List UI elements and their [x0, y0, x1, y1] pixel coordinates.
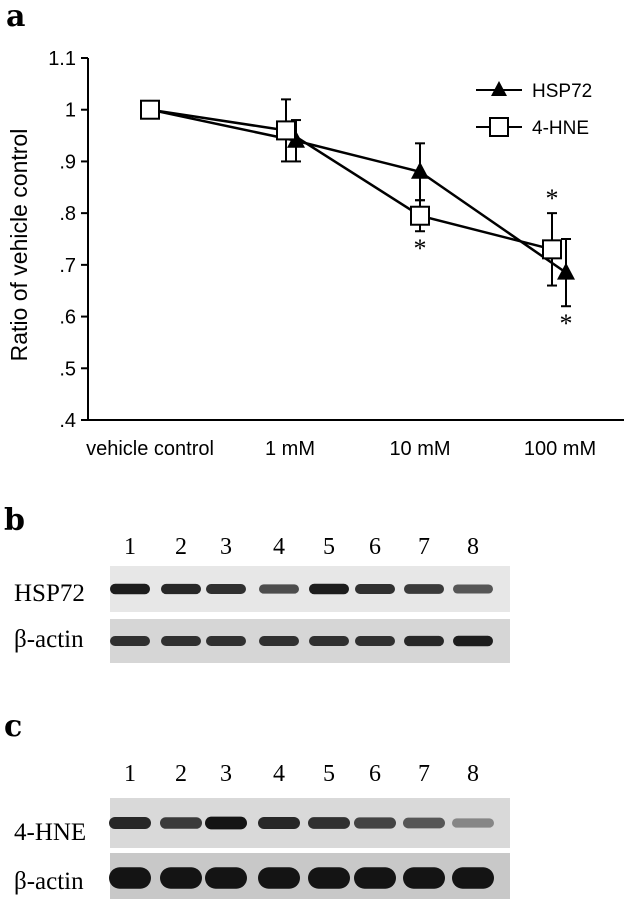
data-point-4hne	[140, 99, 160, 120]
panel-letter-a: a	[6, 0, 25, 34]
blot-band	[452, 818, 494, 828]
x-tick-label: 10 mM	[389, 438, 450, 460]
data-point-hsp72	[557, 262, 575, 280]
blot-band	[205, 867, 247, 889]
blot-band	[354, 817, 396, 829]
blot-band	[161, 635, 201, 647]
lane-numbers-c: 1 2 3 4 5 6 7 8	[124, 761, 479, 787]
blot-band	[308, 867, 350, 889]
lane-number: 3	[220, 761, 232, 787]
blot-label-4hne: 4-HNE	[14, 819, 86, 846]
legend: HSP72 4-HNE	[476, 81, 592, 139]
lane-number: 7	[418, 534, 430, 560]
blot-label-beta-actin-c: β-actin	[14, 868, 84, 895]
lane-number: 2	[175, 534, 187, 560]
legend-entry-4hne: 4-HNE	[476, 117, 589, 139]
blot-band	[160, 817, 202, 829]
blot-band	[205, 816, 247, 830]
data-point-hsp72	[411, 161, 429, 179]
lane-number: 4	[273, 761, 285, 787]
blot-label-hsp72: HSP72	[14, 580, 85, 607]
x-ticks: vehicle control 1 mM 10 mM 100 mM	[86, 438, 596, 460]
y-tick-label: .9	[59, 151, 76, 173]
blot-band	[355, 583, 395, 595]
y-axis-label: Ratio of vehicle control	[6, 129, 32, 362]
lane-number: 4	[273, 534, 285, 560]
western-blot-c: 1 2 3 4 5 6 7 8 4-HNE β-actin	[14, 761, 510, 899]
blot-band	[109, 867, 151, 889]
x-tick-label: vehicle control	[86, 438, 214, 460]
x-tick-label: 100 mM	[524, 438, 596, 460]
y-tick-label: .7	[59, 255, 76, 277]
data-point-4hne	[276, 120, 296, 141]
lane-number: 1	[124, 761, 136, 787]
blot-band	[206, 583, 246, 595]
lane-number: 3	[220, 534, 232, 560]
blot-band	[403, 817, 445, 829]
y-ticks: .4 .5 .6 .7 .8 .9 1 1.1	[48, 48, 88, 432]
data-point-4hne	[410, 205, 430, 226]
y-tick-label: 1	[65, 100, 76, 122]
x-tick-label: 1 mM	[265, 438, 315, 460]
panel-letter-b: b	[4, 503, 25, 538]
blot-band	[355, 635, 395, 647]
bands-c	[109, 816, 494, 889]
blot-band	[452, 867, 494, 889]
lane-number: 5	[323, 761, 335, 787]
blot-band	[110, 583, 150, 595]
y-tick-label: .6	[59, 307, 76, 329]
lane-numbers-b: 1 2 3 4 5 6 7 8	[124, 534, 479, 560]
significance-marker: *	[560, 309, 573, 338]
lane-number: 1	[124, 534, 136, 560]
filled-triangle-icon	[491, 81, 507, 96]
blot-band	[109, 816, 151, 830]
significance-marker: *	[546, 184, 559, 213]
blot-band	[354, 867, 396, 889]
blot-band	[160, 867, 202, 889]
series-line-hsp72	[149, 108, 567, 274]
y-tick-label: .4	[59, 410, 76, 432]
open-square-icon	[489, 117, 509, 137]
blot-band	[404, 635, 444, 647]
lane-number: 7	[418, 761, 430, 787]
lane-number: 6	[369, 761, 381, 787]
blot-band	[453, 635, 493, 647]
blot-band	[403, 867, 445, 889]
blot-band	[453, 584, 493, 594]
blot-band	[110, 635, 150, 647]
blot-band	[308, 817, 350, 829]
data-point-4hne	[542, 239, 562, 260]
blot-band	[309, 635, 349, 647]
y-tick-label: .8	[59, 203, 76, 225]
blot-band	[258, 867, 300, 889]
lane-number: 2	[175, 761, 187, 787]
lane-number: 5	[323, 534, 335, 560]
series-layer: * * *	[140, 98, 575, 338]
western-blot-b: 1 2 3 4 5 6 7 8 HSP72 β-actin	[14, 534, 510, 663]
panel-letter-c: c	[4, 709, 22, 744]
blot-band	[259, 635, 299, 647]
blot-band	[309, 583, 349, 595]
significance-marker: *	[414, 234, 427, 263]
blot-band	[161, 583, 201, 595]
lane-number: 6	[369, 534, 381, 560]
y-tick-label: .5	[59, 358, 76, 380]
blot-label-beta-actin-b: β-actin	[14, 626, 84, 653]
y-tick-label: 1.1	[48, 48, 76, 70]
lane-number: 8	[467, 534, 479, 560]
bands-b	[110, 583, 493, 647]
blot-band	[404, 584, 444, 594]
legend-entry-hsp72: HSP72	[476, 81, 592, 102]
blot-band	[258, 816, 300, 830]
blot-band	[206, 635, 246, 647]
legend-label-4hne: 4-HNE	[532, 118, 589, 139]
blot-band	[259, 584, 299, 594]
lane-number: 8	[467, 761, 479, 787]
legend-label-hsp72: HSP72	[532, 81, 592, 102]
line-chart: Ratio of vehicle control .4 .5 .6 .7 .8 .9 1 1.…	[6, 48, 624, 460]
series-line-4hne	[149, 108, 553, 251]
